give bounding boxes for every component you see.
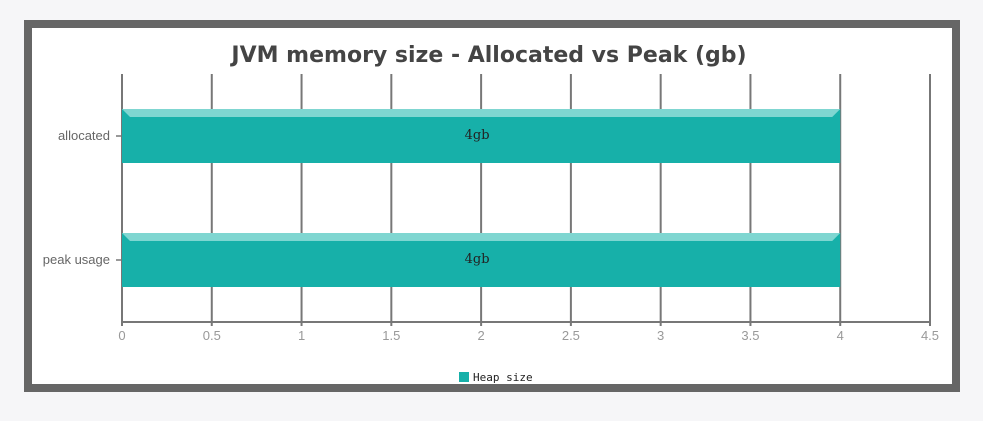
legend-label-heap-size: Heap size bbox=[473, 371, 533, 384]
bar-group: 4gb bbox=[122, 233, 841, 287]
x-tick-label: 4.5 bbox=[921, 328, 939, 343]
bar-allocated bbox=[122, 109, 841, 163]
x-tick-label: 4 bbox=[837, 328, 844, 343]
x-tick-label: 2.5 bbox=[562, 328, 580, 343]
x-tick-label: 0.5 bbox=[203, 328, 221, 343]
x-tick-label: 1.5 bbox=[382, 328, 400, 343]
chart-title: JVM memory size - Allocated vs Peak (gb) bbox=[229, 43, 746, 68]
y-category-label: allocated bbox=[58, 128, 110, 143]
y-category-label: peak usage bbox=[43, 252, 110, 267]
x-tick-label: 3 bbox=[657, 328, 664, 343]
bar-peak-usage bbox=[122, 233, 841, 287]
bar-highlight bbox=[122, 233, 841, 241]
data-label: 4gb bbox=[465, 128, 490, 143]
bars: 4gb 4gb bbox=[122, 109, 841, 287]
legend: Heap size bbox=[459, 371, 533, 384]
chart-panel: JVM memory size - Allocated vs Peak (gb)… bbox=[32, 28, 952, 384]
x-tick-label: 0 bbox=[118, 328, 125, 343]
axes: 0 0.5 1 1.5 2 2.5 3 3.5 4 4.5 allocated peak usage bbox=[43, 128, 939, 343]
bar-group: 4gb bbox=[122, 109, 841, 163]
chart-frame: JVM memory size - Allocated vs Peak (gb)… bbox=[24, 20, 960, 392]
bar-chart: JVM memory size - Allocated vs Peak (gb)… bbox=[43, 43, 939, 384]
x-tick-label: 3.5 bbox=[741, 328, 759, 343]
x-tick-label: 2 bbox=[477, 328, 484, 343]
data-label: 4gb bbox=[465, 252, 490, 267]
x-tick-label: 1 bbox=[298, 328, 305, 343]
bar-highlight bbox=[122, 109, 841, 117]
legend-swatch-heap-size bbox=[459, 372, 469, 382]
